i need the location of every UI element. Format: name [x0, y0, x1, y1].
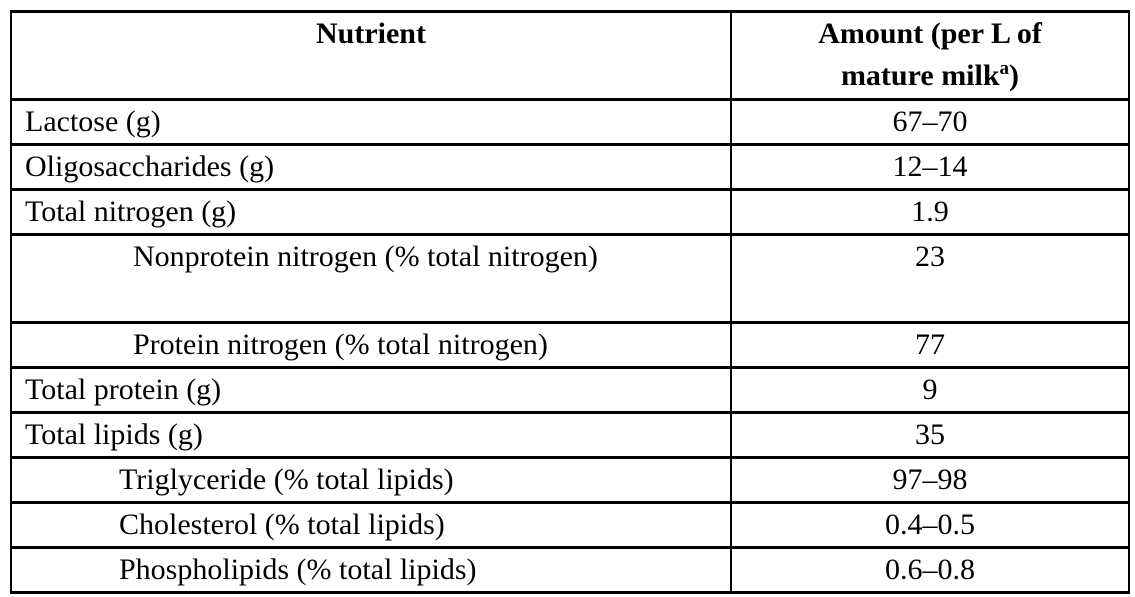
- table-row-protein-nitrogen: Protein nitrogen (% total nitrogen) 77: [10, 321, 1130, 369]
- table-row-phospholipids: Phospholipids (% total lipids) 0.6–0.8: [10, 546, 1130, 594]
- header-row: Nutrient Amount (per L of mature milka): [10, 10, 1130, 101]
- nutrient-cell: Oligosaccharides (g): [10, 143, 732, 191]
- amount-cell: 12–14: [730, 143, 1130, 191]
- nutrient-cell: Triglyceride (% total lipids): [10, 456, 732, 504]
- amount-cell: 23: [730, 233, 1130, 324]
- table-row-cholesterol: Cholesterol (% total lipids) 0.4–0.5: [10, 501, 1130, 549]
- table-body: Lactose (g) 67–70 Oligosaccharides (g) 1…: [10, 98, 1130, 594]
- footnote-marker: a: [999, 58, 1010, 79]
- nutrient-cell: Total lipids (g): [10, 411, 732, 459]
- amount-cell: 35: [730, 411, 1130, 459]
- amount-cell: 67–70: [730, 98, 1130, 146]
- amount-header-line2: mature milka): [740, 55, 1120, 97]
- amount-cell: 0.4–0.5: [730, 501, 1130, 549]
- amount-cell: 97–98: [730, 456, 1130, 504]
- nutrient-cell: Lactose (g): [10, 98, 732, 146]
- table-row-nonprotein-nitrogen: Nonprotein nitrogen (% total nitrogen) 2…: [10, 233, 1130, 324]
- nutrient-composition-table: Nutrient Amount (per L of mature milka) …: [10, 10, 1130, 594]
- amount-column-header: Amount (per L of mature milka): [730, 10, 1130, 101]
- amount-cell: 0.6–0.8: [730, 546, 1130, 594]
- table-header: Nutrient Amount (per L of mature milka): [10, 10, 1130, 101]
- amount-header-line2-close: ): [1009, 59, 1020, 92]
- amount-cell: 77: [730, 321, 1130, 369]
- nutrient-cell: Total nitrogen (g): [10, 188, 732, 236]
- amount-cell: 1.9: [730, 188, 1130, 236]
- table-row-lactose: Lactose (g) 67–70: [10, 98, 1130, 146]
- nutrient-header-label: Nutrient: [316, 17, 426, 50]
- amount-header-line2-text: mature milk: [840, 59, 1000, 92]
- nutrient-cell: Nonprotein nitrogen (% total nitrogen): [10, 233, 732, 324]
- table-row-total-protein: Total protein (g) 9: [10, 366, 1130, 414]
- amount-header-line1: Amount (per L of: [818, 17, 1042, 50]
- table-row-total-nitrogen: Total nitrogen (g) 1.9: [10, 188, 1130, 236]
- nutrient-cell: Cholesterol (% total lipids): [10, 501, 732, 549]
- amount-cell: 9: [730, 366, 1130, 414]
- nutrient-column-header: Nutrient: [10, 10, 732, 101]
- nutrient-cell: Protein nitrogen (% total nitrogen): [10, 321, 732, 369]
- table-row-triglyceride: Triglyceride (% total lipids) 97–98: [10, 456, 1130, 504]
- nutrient-cell: Phospholipids (% total lipids): [10, 546, 732, 594]
- table-row-oligosaccharides: Oligosaccharides (g) 12–14: [10, 143, 1130, 191]
- nutrient-cell: Total protein (g): [10, 366, 732, 414]
- table-row-total-lipids: Total lipids (g) 35: [10, 411, 1130, 459]
